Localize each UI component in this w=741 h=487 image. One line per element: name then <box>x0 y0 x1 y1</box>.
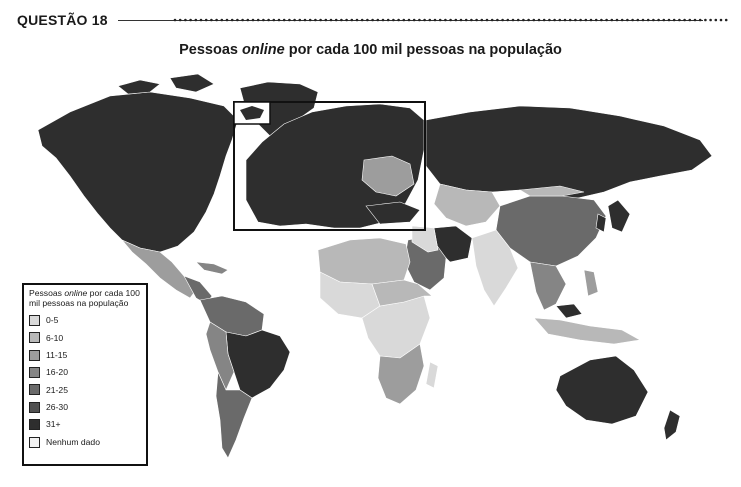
legend-swatch <box>29 436 40 448</box>
header-dotted-line <box>173 18 728 22</box>
region-iceland <box>240 106 264 120</box>
map-title: Pessoas online por cada 100 mil pessoas … <box>179 42 562 58</box>
region-iraq-syria <box>411 225 439 253</box>
legend-swatch <box>29 366 40 378</box>
legend-swatch <box>29 419 40 431</box>
map-legend: Pessoas online por cada 100 mil pessoas … <box>22 283 148 466</box>
legend-item: Nenhum dado <box>29 433 141 450</box>
legend-swatch <box>29 349 40 361</box>
legend-swatch <box>29 401 40 413</box>
region-brazil <box>225 329 291 399</box>
region-southern-cone <box>215 371 253 459</box>
europe-inset-frame <box>233 101 426 231</box>
legend-item: 21-25 <box>29 381 141 398</box>
region-korea-japan <box>595 199 631 233</box>
region-north-africa <box>317 237 411 285</box>
region-southeast-asia <box>529 261 567 311</box>
region-malaysia <box>555 303 583 319</box>
region-mexico <box>121 239 197 299</box>
legend-item: 16-20 <box>29 364 141 381</box>
region-new-zealand <box>663 409 681 441</box>
legend-swatch <box>29 332 40 344</box>
region-europe <box>245 103 425 229</box>
legend-item: 11-15 <box>29 346 141 363</box>
region-east-africa <box>371 279 433 307</box>
header-rule <box>118 20 703 21</box>
region-philippines <box>583 269 599 297</box>
legend-swatch <box>29 314 40 326</box>
region-north-america <box>37 91 239 253</box>
region-eastern-europe <box>361 155 415 197</box>
region-arctic-islands <box>117 73 215 95</box>
region-indonesia <box>533 317 641 345</box>
region-caribbean <box>195 261 229 275</box>
region-australia <box>555 355 649 425</box>
region-southern-africa <box>377 343 425 405</box>
legend-swatch <box>29 384 40 396</box>
legend-item: 6-10 <box>29 329 141 346</box>
question-number: QUESTÃO 18 <box>17 12 108 28</box>
legend-title: Pessoas online por cada 100 mil pessoas … <box>29 288 140 309</box>
legend-item: 0-5 <box>29 312 141 329</box>
legend-item: 31+ <box>29 416 141 433</box>
region-russia <box>425 105 713 199</box>
region-turkey <box>365 201 421 225</box>
region-india <box>471 229 519 307</box>
region-mongolia <box>519 185 585 197</box>
region-madagascar <box>425 361 439 389</box>
legend-item: 26-30 <box>29 399 141 416</box>
region-central-asia <box>433 183 501 227</box>
